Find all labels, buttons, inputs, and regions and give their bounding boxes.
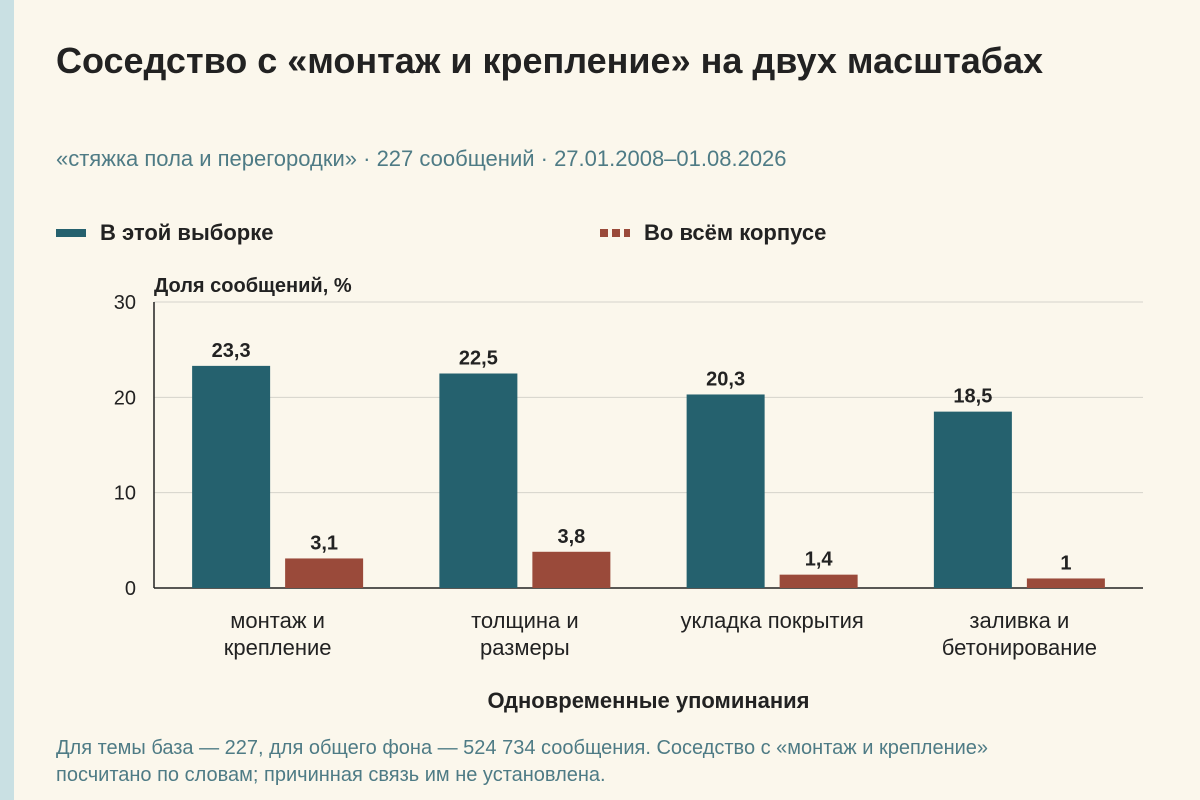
- y-tick-label: 20: [114, 387, 136, 409]
- x-axis-title: Одновременные упоминания: [487, 688, 809, 713]
- y-tick-label: 10: [114, 483, 136, 505]
- x-category-label: заливка и: [969, 608, 1069, 633]
- y-axis-title: Доля сообщений, %: [154, 275, 352, 297]
- bar-corpus: [285, 558, 364, 588]
- bar-value-label: 1,4: [805, 549, 834, 571]
- bar-sample: [439, 373, 518, 588]
- bar-value-label: 3,8: [557, 526, 585, 548]
- bar-value-label: 23,3: [212, 340, 251, 362]
- bar-corpus: [1026, 578, 1105, 588]
- legend-swatch-sample: [56, 229, 86, 237]
- chart-title: Соседство с «монтаж и крепление» на двух…: [56, 40, 1044, 81]
- bar-corpus: [779, 574, 858, 588]
- bar-corpus: [532, 551, 611, 588]
- bar-value-label: 1: [1060, 552, 1071, 574]
- legend-label-corpus: Во всём корпусе: [644, 220, 827, 245]
- x-category-label: крепление: [224, 635, 332, 660]
- bar-value-label: 3,1: [310, 532, 338, 554]
- x-category-label: размеры: [480, 635, 570, 660]
- bar-value-label: 20,3: [706, 368, 745, 390]
- legend-swatch-corpus: [600, 229, 630, 237]
- bar-value-label: 22,5: [459, 348, 498, 370]
- x-category-label: монтаж и: [230, 608, 325, 633]
- y-tick-label: 30: [114, 292, 136, 314]
- bar-sample: [933, 411, 1012, 588]
- x-category-label: укладка покрытия: [680, 608, 863, 633]
- legend-label-sample: В этой выборке: [100, 220, 274, 245]
- bar-sample: [192, 365, 271, 588]
- legend-item-corpus: Во всём корпусе: [600, 218, 826, 248]
- x-category-label: бетонирование: [942, 635, 1097, 660]
- legend-item-sample: В этой выборке: [56, 218, 273, 248]
- x-category-label: толщина и: [471, 608, 579, 633]
- footnote: Для темы база — 227, для общего фона — 5…: [56, 737, 989, 786]
- y-tick-label: 0: [125, 578, 136, 600]
- left-accent-strip: [0, 0, 14, 800]
- chart-subtitle: «стяжка пола и перегородки» · 227 сообще…: [56, 146, 787, 171]
- bar-value-label: 18,5: [953, 386, 992, 408]
- bar-sample: [686, 394, 765, 588]
